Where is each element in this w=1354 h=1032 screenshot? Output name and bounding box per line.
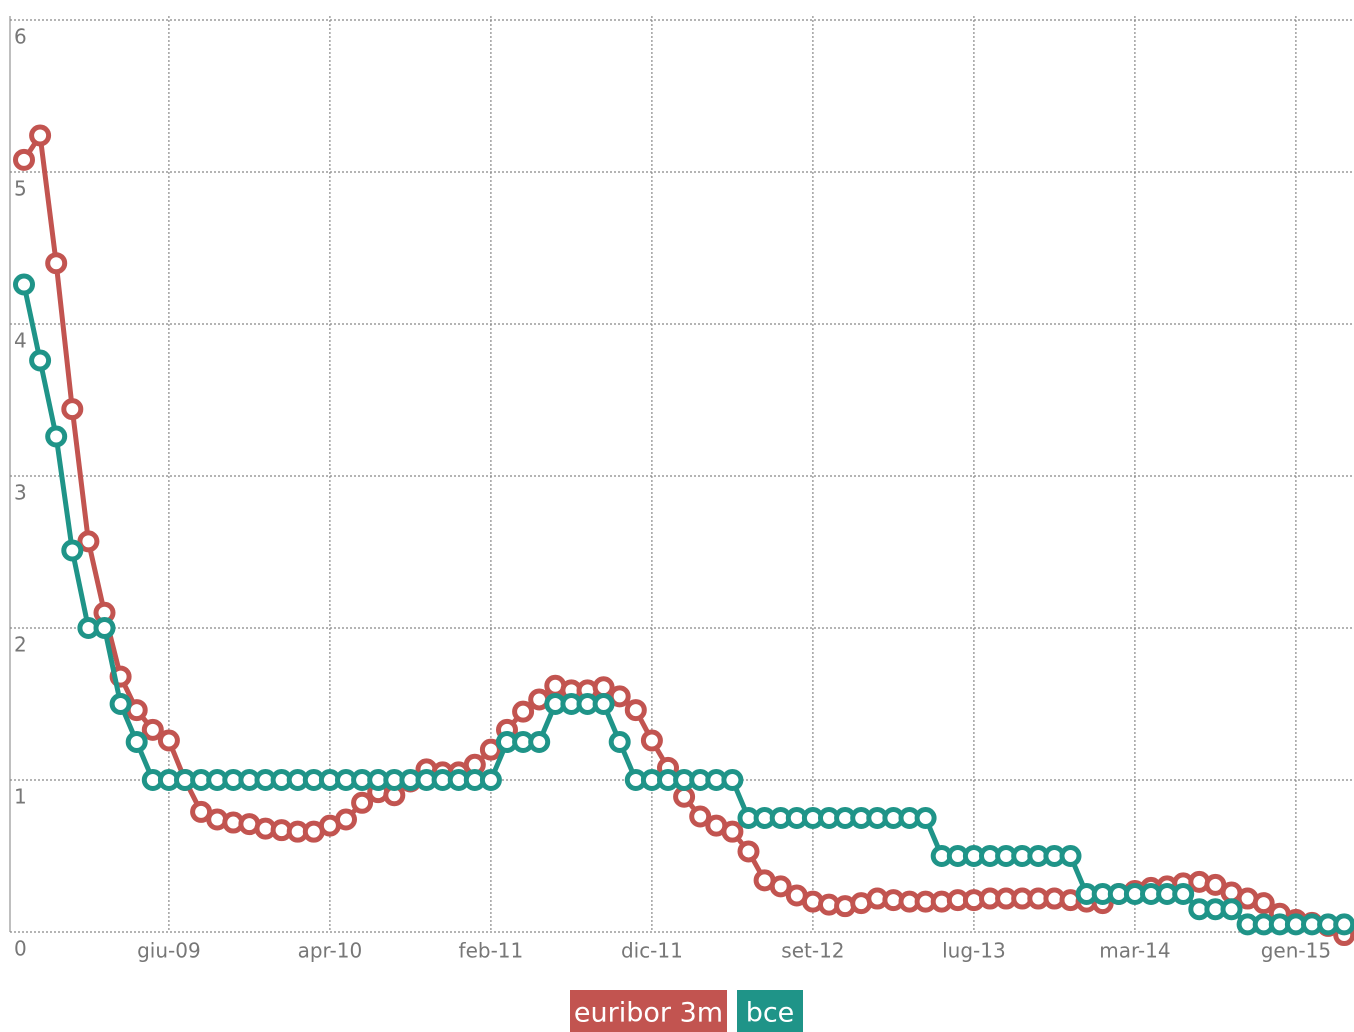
point	[608, 731, 631, 753]
point	[13, 148, 35, 171]
y-tick-label: 5	[14, 177, 27, 201]
point	[29, 124, 52, 147]
point	[640, 729, 663, 752]
x-tick-label: mar-14	[1099, 939, 1170, 963]
y-tick-label: 6	[14, 25, 27, 49]
x-tick-label: set-12	[781, 939, 844, 963]
legend-swatch	[737, 990, 803, 1032]
point	[479, 769, 502, 791]
point	[721, 820, 744, 843]
point	[125, 731, 148, 753]
y-tick-label: 3	[14, 481, 27, 505]
point	[157, 729, 180, 752]
point	[45, 252, 68, 275]
point	[1059, 845, 1082, 867]
x-tick-label: feb-11	[459, 939, 524, 963]
point	[335, 808, 357, 831]
point	[914, 807, 937, 829]
point	[592, 693, 615, 715]
legend-label: bce	[746, 998, 795, 1029]
y-tick-label: 2	[14, 633, 27, 657]
point	[141, 718, 164, 741]
point	[689, 805, 712, 828]
point	[512, 700, 535, 723]
point	[737, 840, 760, 863]
point	[29, 349, 52, 372]
y-tick-label: 4	[14, 329, 27, 353]
x-tick-label: apr-10	[298, 939, 363, 963]
point	[13, 273, 35, 296]
point	[1252, 892, 1275, 915]
point	[1172, 883, 1195, 905]
point	[721, 769, 744, 791]
legend-swatch	[570, 990, 727, 1032]
y-tick-label: 0	[14, 937, 27, 961]
point	[1220, 898, 1243, 921]
legend-label: euribor 3m	[574, 998, 723, 1029]
x-tick-label: gen-15	[1261, 939, 1331, 963]
point	[528, 731, 551, 753]
point	[61, 398, 84, 421]
point	[109, 693, 132, 715]
point	[77, 530, 100, 553]
point	[769, 875, 792, 898]
point	[61, 539, 84, 562]
point	[93, 617, 116, 639]
x-tick-label: giu-09	[137, 939, 201, 963]
point	[1333, 913, 1354, 936]
point	[351, 791, 374, 814]
x-tick-label: dic-11	[621, 939, 683, 963]
point	[624, 699, 647, 722]
y-tick-label: 1	[14, 785, 27, 809]
x-tick-label: lug-13	[942, 939, 1006, 963]
point	[45, 425, 68, 448]
